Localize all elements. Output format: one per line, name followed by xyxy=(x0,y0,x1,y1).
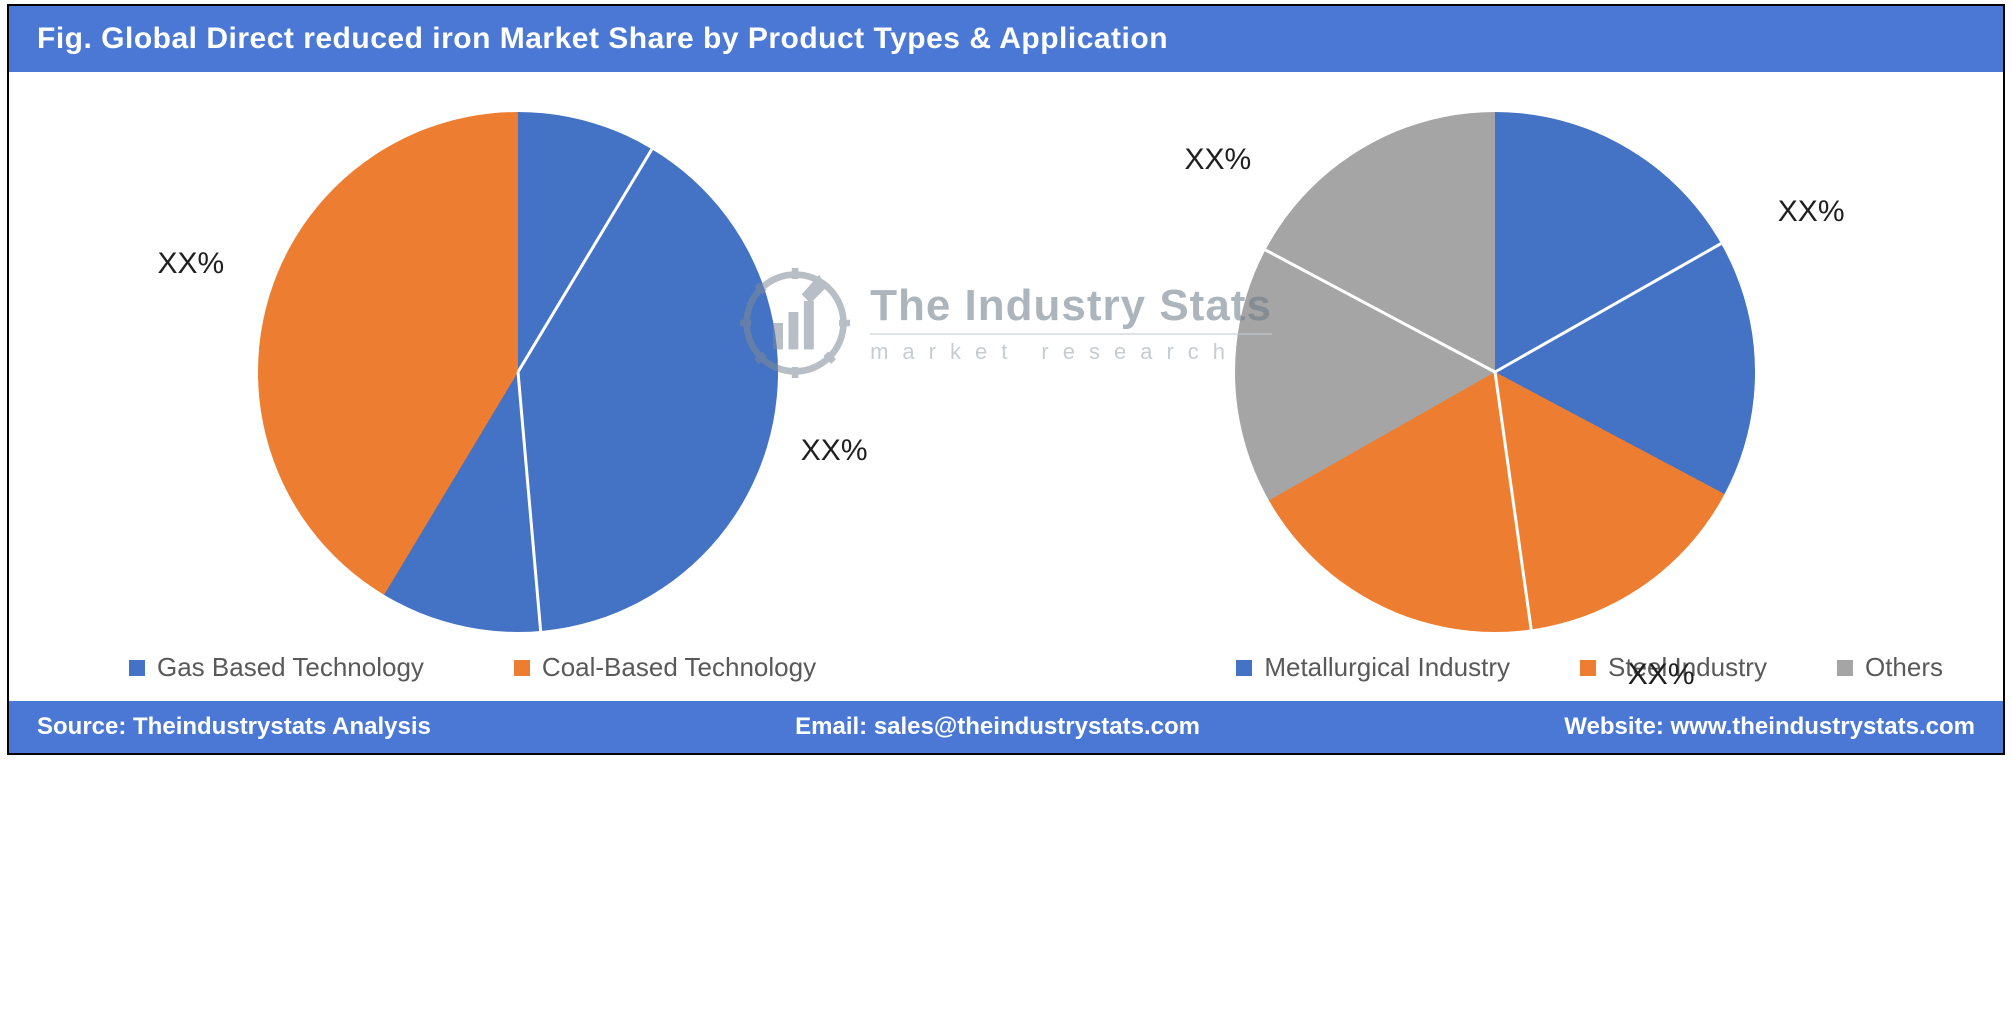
legend-swatch xyxy=(514,660,530,676)
legend-label: Coal-Based Technology xyxy=(542,652,816,683)
legend-swatch xyxy=(129,660,145,676)
legend-item: Gas Based Technology xyxy=(129,652,424,683)
pie-data-label: XX% xyxy=(1185,143,1252,177)
footer-email: Email: sales@theindustrystats.com xyxy=(431,713,1564,741)
pie-data-label: XX% xyxy=(1778,195,1845,229)
chart-right-column: XX%XX%XX% xyxy=(1026,112,1963,632)
footer-source: Source: Theindustrystats Analysis xyxy=(37,713,431,741)
figure-container: Fig. Global Direct reduced iron Market S… xyxy=(7,4,2005,755)
legend-swatch xyxy=(1837,660,1853,676)
legend-label: Gas Based Technology xyxy=(157,652,424,683)
legend-row: Gas Based Technology Coal-Based Technolog… xyxy=(9,642,2003,701)
figure-title-bar: Fig. Global Direct reduced iron Market S… xyxy=(9,6,2003,72)
legend-right: Metallurgical IndustrySteel IndustryOthe… xyxy=(1236,652,1943,683)
legend-item: Metallurgical Industry xyxy=(1236,652,1510,683)
legend-item: Others xyxy=(1837,652,1943,683)
legend-label: Others xyxy=(1865,652,1943,683)
figure-title: Fig. Global Direct reduced iron Market S… xyxy=(37,22,1168,55)
legend-item: Coal-Based Technology xyxy=(514,652,816,683)
chart-left-column: XX% XX% xyxy=(49,112,986,632)
pie-left-wrap: XX%XX% xyxy=(258,112,778,632)
pie-data-label: XX% xyxy=(1628,658,1695,692)
pie-data-label: XX% xyxy=(158,247,225,281)
footer-website: Website: www.theindustrystats.com xyxy=(1564,713,1975,741)
legend-label: Metallurgical Industry xyxy=(1264,652,1510,683)
legend-left: Gas Based Technology Coal-Based Technolog… xyxy=(129,652,816,683)
footer-bar: Source: Theindustrystats Analysis Email:… xyxy=(9,701,2003,753)
chart-area: XX% XX% XX%XX%XX% xyxy=(9,72,2003,642)
pie-right-wrap: XX%XX%XX% xyxy=(1235,112,1755,632)
legend-swatch xyxy=(1236,660,1252,676)
legend-swatch xyxy=(1580,660,1596,676)
pie-data-label: XX% xyxy=(801,434,868,468)
